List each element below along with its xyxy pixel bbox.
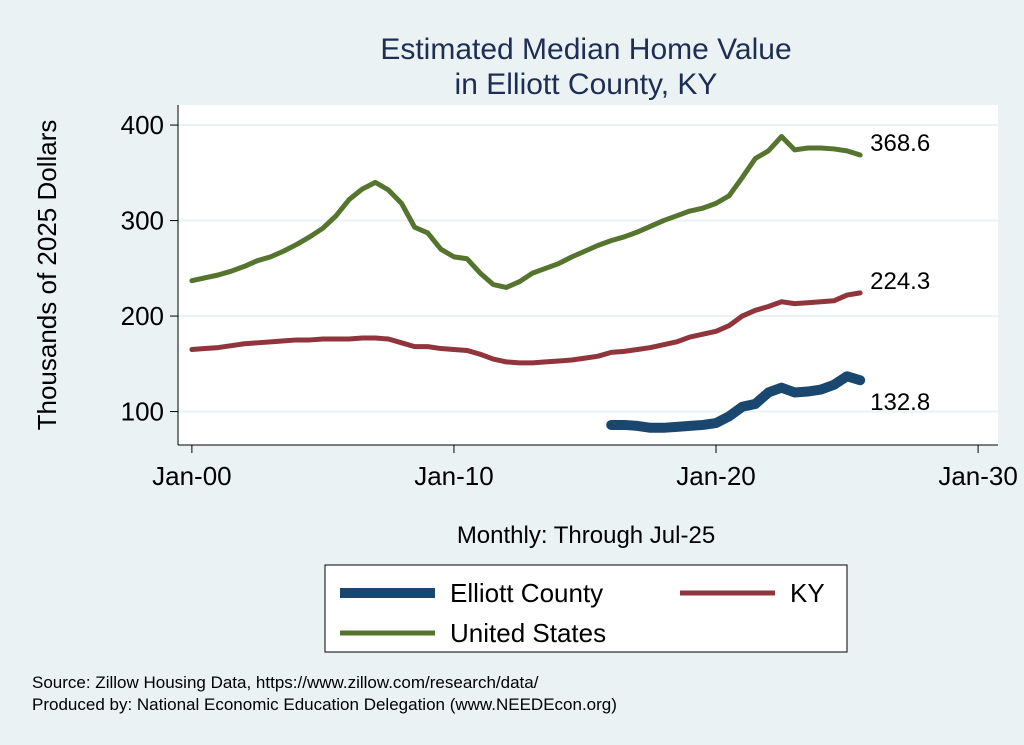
- source-note: Produced by: National Economic Education…: [32, 695, 617, 714]
- x-axis-label: Monthly: Through Jul-25: [457, 522, 715, 549]
- end-label: 224.3: [870, 268, 930, 295]
- y-tick-label: 300: [121, 206, 164, 236]
- legend-label: Elliott County: [450, 578, 603, 608]
- x-tick-label: Jan-10: [414, 461, 494, 491]
- series-line: [189, 290, 863, 366]
- end-label: 368.6: [870, 130, 930, 157]
- legend: [324, 564, 848, 653]
- chart-title: in Elliott County, KY: [455, 68, 718, 101]
- plot-area: [178, 105, 998, 445]
- x-tick-label: Jan-00: [152, 461, 232, 491]
- x-tick-label: Jan-20: [676, 461, 756, 491]
- series-line: [606, 371, 866, 433]
- legend-label: United States: [450, 618, 606, 648]
- y-tick-label: 400: [121, 110, 164, 140]
- chart-title: Estimated Median Home Value: [380, 33, 791, 66]
- y-tick-label: 100: [121, 397, 164, 427]
- end-label: 132.8: [870, 389, 930, 416]
- series-line: [189, 134, 863, 290]
- y-axis-label: Thousands of 2025 Dollars: [32, 120, 62, 431]
- y-tick-label: 200: [121, 301, 164, 331]
- x-tick-label: Jan-30: [938, 461, 1018, 491]
- legend-label: KY: [790, 578, 825, 608]
- source-note: Source: Zillow Housing Data, https://www…: [32, 673, 539, 692]
